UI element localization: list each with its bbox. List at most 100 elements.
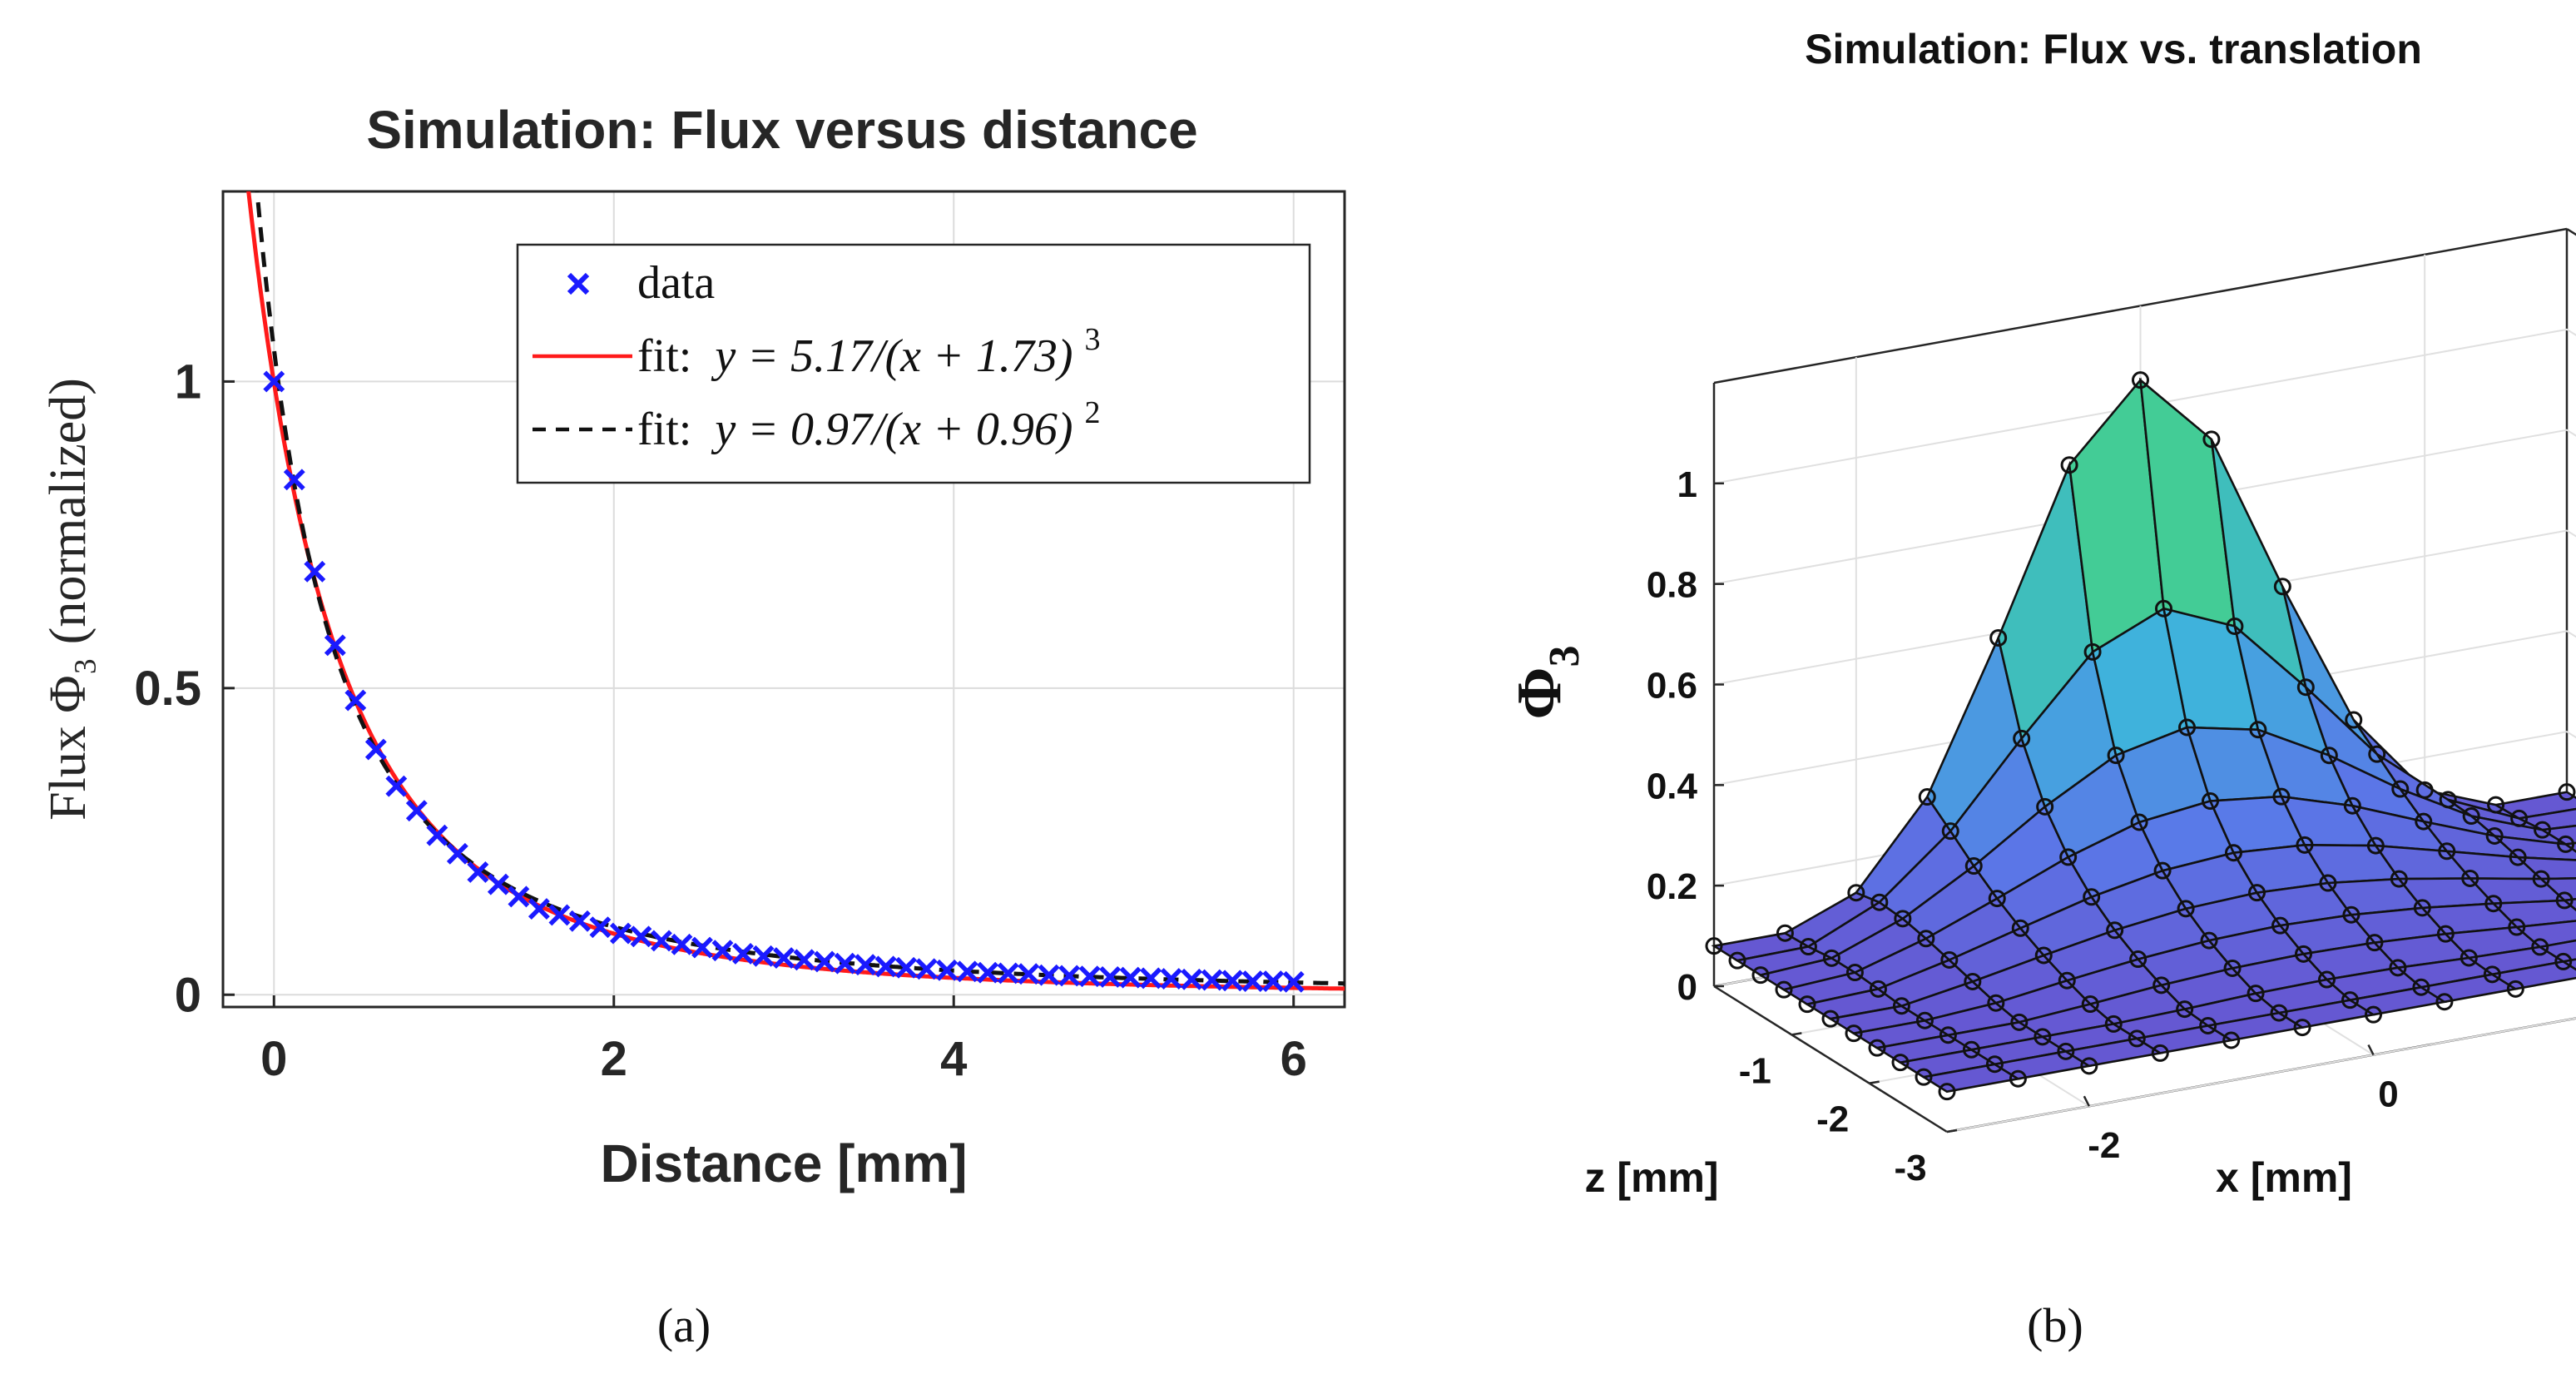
surface-marker: [2389, 959, 2407, 977]
surface-marker: [2558, 783, 2576, 801]
surface-patch: [2538, 877, 2576, 902]
data-point: [324, 634, 346, 657]
surface-marker: [1988, 890, 2006, 908]
surface-marker: [2129, 950, 2147, 969]
grid-line-z: [1713, 429, 2576, 585]
surface-marker: [2555, 891, 2574, 910]
x-tick-label: 2: [601, 1032, 627, 1086]
surface-marker: [2436, 925, 2455, 943]
panel-b: Simulation: Flux vs. translation 0 0.2 0.4…: [1504, 26, 2576, 1352]
surface-marker: [2106, 921, 2124, 940]
x-tick-label-3d: 0: [2378, 1074, 2398, 1115]
panel-b-surface: [1711, 377, 2576, 1094]
surface-marker: [2011, 919, 2029, 937]
data-point: [426, 824, 448, 846]
surface-marker: [1776, 924, 1794, 942]
z-tick-label: 0.4: [1647, 766, 1698, 806]
surface-marker: [2415, 781, 2434, 799]
data-point: [283, 469, 305, 491]
legend-label-fit-cubic: fit: y = 5.17/(x + 1.73) 3: [637, 322, 1100, 382]
surface-marker: [1775, 980, 1793, 999]
surface-marker: [2010, 1013, 2029, 1031]
panel-b-markers: [1705, 371, 2576, 1101]
grid-line-z: [1713, 529, 2576, 686]
surface-marker: [2365, 934, 2384, 952]
surface-marker: [2273, 578, 2291, 596]
surface-marker: [1915, 1011, 1934, 1029]
x-tick-mark-3d: [2083, 1095, 2090, 1107]
data-point: [651, 930, 672, 952]
surface-marker: [1938, 1083, 1956, 1101]
data-point: [752, 945, 775, 967]
data-point: [364, 738, 387, 761]
surface-marker: [2060, 456, 2078, 474]
legend-marker-x: [567, 272, 590, 295]
data-point: [711, 940, 734, 962]
surface-marker: [2155, 599, 2172, 618]
surface-marker: [2058, 971, 2076, 990]
panel-b-x-label: x [mm]: [2216, 1154, 2352, 1201]
data-point: [936, 959, 959, 981]
x-tick-label: 4: [940, 1032, 967, 1086]
surface-marker: [2083, 642, 2102, 661]
surface-marker: [2391, 780, 2410, 798]
data-point: [1119, 966, 1142, 989]
surface-marker: [2461, 869, 2479, 887]
surface-marker: [1941, 822, 1959, 841]
data-point: [956, 960, 978, 983]
surface-marker: [2510, 809, 2529, 827]
surface-marker: [2532, 870, 2550, 888]
surface-marker: [2270, 1004, 2288, 1022]
z-tick-label: 1: [1677, 464, 1697, 505]
data-point: [895, 956, 917, 979]
surface-marker: [2320, 747, 2338, 765]
y-tick-mark-3d: [1946, 1129, 1958, 1133]
surface-marker: [2177, 900, 2195, 918]
data-point: [568, 910, 591, 932]
data-point: [1038, 964, 1060, 986]
surface-marker: [2080, 1057, 2098, 1075]
panel-b-y-ticks: -3 -2 -1: [1739, 1032, 1958, 1188]
data-point: [1058, 965, 1081, 987]
surface-marker: [2343, 796, 2361, 815]
data-point: [630, 925, 652, 948]
data-point: [732, 942, 754, 965]
surface-marker: [2271, 916, 2289, 935]
x-tick-label: 0: [260, 1032, 287, 1086]
data-point: [1282, 970, 1305, 993]
box-edge: [1713, 985, 1948, 1133]
panel-a-x-ticks: 0 2 4 6: [260, 995, 1307, 1086]
surface-marker: [2319, 874, 2337, 892]
surface-marker: [2293, 1019, 2311, 1037]
data-point: [1099, 965, 1122, 988]
surface-marker: [2202, 792, 2219, 811]
surface-marker: [1799, 938, 1817, 956]
surface-marker: [1962, 1040, 1980, 1059]
surface-marker: [1964, 972, 1982, 990]
surface-marker: [2128, 1029, 2146, 1048]
surface-marker: [2151, 1044, 2169, 1062]
data-point: [344, 689, 367, 712]
surface-marker: [2438, 842, 2456, 861]
surface-marker: [2152, 976, 2171, 995]
data-point: [874, 955, 897, 978]
surface-marker: [1821, 1009, 1840, 1028]
data-point: [915, 958, 938, 980]
surface-marker: [2225, 844, 2242, 862]
surface-marker: [1939, 1026, 1957, 1044]
surface-marker: [2083, 888, 2101, 906]
panel-a-axes-box: [221, 190, 1346, 1009]
data-point: [304, 560, 326, 583]
legend-label-fit-square: fit: y = 0.97/(x + 0.96) 2: [637, 395, 1100, 455]
data-point: [528, 898, 550, 920]
surface-marker: [1894, 910, 1912, 928]
surface-marker: [2509, 848, 2527, 866]
data-point: [405, 800, 428, 822]
grid-line-z: [1713, 328, 2576, 484]
panel-a-y-ticks: 00.51: [134, 355, 235, 1022]
surface-marker: [2226, 618, 2244, 636]
surface-marker: [2132, 371, 2149, 389]
data-point: [487, 873, 509, 895]
surface-marker: [2013, 729, 2031, 747]
